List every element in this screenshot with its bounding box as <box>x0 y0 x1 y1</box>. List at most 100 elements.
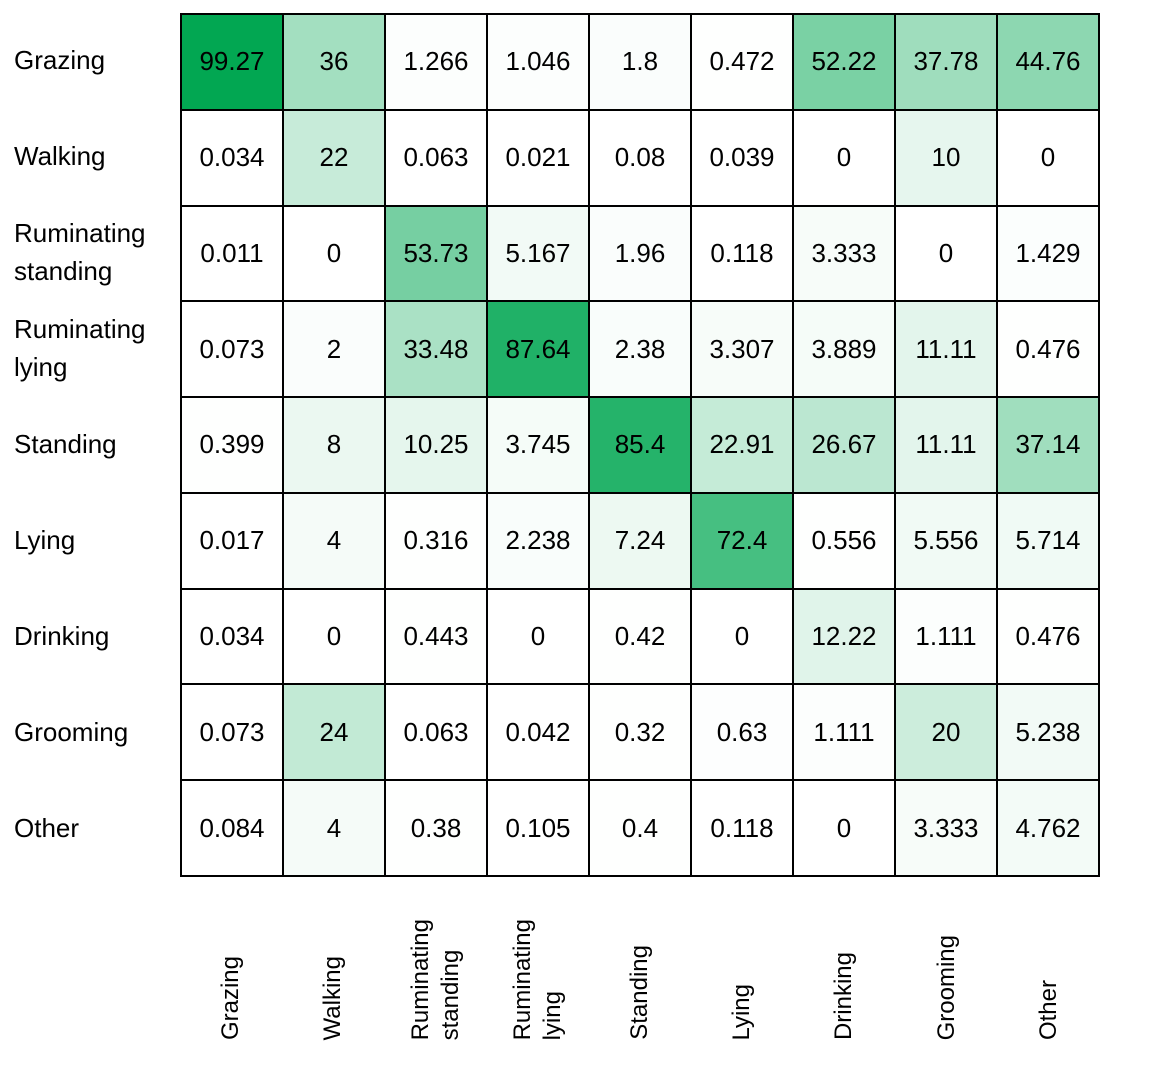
heatmap-cell: 0.034 <box>182 589 282 684</box>
cell-value: 11.11 <box>915 429 977 460</box>
cell-value: 5.238 <box>1015 716 1081 747</box>
cell-value: 11.11 <box>915 333 977 364</box>
cell-value: 3.333 <box>913 812 979 843</box>
heatmap-cell: 5.167 <box>488 206 588 301</box>
cell-value: 0 <box>836 812 852 843</box>
cell-value: 4.762 <box>1015 812 1081 843</box>
heatmap-cell: 12.22 <box>794 589 894 684</box>
cell-value: 0.073 <box>199 333 265 364</box>
heatmap-cell: 10 <box>896 110 996 205</box>
heatmap-cell: 0 <box>284 206 384 301</box>
heatmap-cell: 0.08 <box>590 110 690 205</box>
heatmap-cell: 0.039 <box>692 110 792 205</box>
heatmap-cell: 72.4 <box>692 493 792 588</box>
cell-value: 2.38 <box>614 333 666 364</box>
cell-value: 0.399 <box>199 429 265 460</box>
cell-value: 2.238 <box>505 525 571 556</box>
cell-value: 0.556 <box>811 525 877 556</box>
col-label-line: standing <box>436 949 464 1040</box>
heatmap-cell: 3.333 <box>896 781 996 875</box>
col-label-line: Ruminating <box>406 918 434 1040</box>
cell-value: 0.476 <box>1015 333 1081 364</box>
cell-value: 20 <box>931 716 961 747</box>
cell-value: 72.4 <box>716 525 768 556</box>
cell-value: 24 <box>319 716 349 747</box>
col-label-text: Ruminating lying <box>508 919 568 1040</box>
cell-value: 1.8 <box>621 46 659 77</box>
heatmap-cell: 22 <box>284 110 384 205</box>
heatmap-grid: 99.27 36 1.266 1.046 1.8 0.472 52.22 37.78 44.76… <box>180 13 1100 877</box>
heatmap-cell: 0.063 <box>386 685 486 780</box>
heatmap-cell: 0.118 <box>692 206 792 301</box>
heatmap-cell: 10.25 <box>386 398 486 492</box>
heatmap-cell: 7.24 <box>590 493 690 588</box>
heatmap-cell: 0 <box>794 781 894 875</box>
heatmap-cell: 11.11 <box>896 302 996 397</box>
heatmap-cell: 0.118 <box>692 781 792 875</box>
col-label-text: Other <box>1034 980 1064 1040</box>
cell-value: 3.889 <box>811 333 877 364</box>
col-label-line: Drinking <box>830 951 858 1040</box>
heatmap-cell: 0 <box>998 110 1098 205</box>
heatmap-cell: 3.745 <box>488 398 588 492</box>
cell-value: 36 <box>319 46 349 77</box>
cell-value: 12.22 <box>811 621 877 652</box>
heatmap-cell: 36 <box>284 15 384 109</box>
col-label-text: Ruminating standing <box>406 919 466 1040</box>
heatmap-cell: 3.333 <box>794 206 894 301</box>
heatmap-cell: 24 <box>284 685 384 780</box>
heatmap-cell: 26.67 <box>794 398 894 492</box>
col-label: Grooming <box>896 879 998 1040</box>
cell-value: 0.42 <box>614 621 666 652</box>
col-label: Grazing <box>180 879 282 1040</box>
heatmap-cell: 1.266 <box>386 15 486 109</box>
cell-value: 5.167 <box>505 237 571 268</box>
col-label: Drinking <box>793 879 895 1040</box>
heatmap-cell: 4 <box>284 781 384 875</box>
row-label: Walking <box>0 109 180 205</box>
heatmap-cell: 0 <box>896 206 996 301</box>
cell-value: 0 <box>938 237 954 268</box>
cell-value: 0.4 <box>621 812 659 843</box>
cell-value: 44.76 <box>1015 46 1081 77</box>
cell-value: 0 <box>1040 142 1056 173</box>
cell-value: 5.556 <box>913 525 979 556</box>
cell-value: 10.25 <box>403 429 469 460</box>
heatmap-cell: 0 <box>794 110 894 205</box>
cell-value: 1.429 <box>1015 237 1081 268</box>
cell-value: 0.63 <box>716 716 768 747</box>
heatmap-cell: 0.021 <box>488 110 588 205</box>
cell-value: 0.063 <box>403 142 469 173</box>
cell-value: 4 <box>326 812 342 843</box>
heatmap-cell: 5.238 <box>998 685 1098 780</box>
col-label-line: Ruminating <box>508 918 536 1040</box>
cell-value: 37.14 <box>1015 429 1081 460</box>
cell-value: 52.22 <box>811 46 877 77</box>
row-label: Grazing <box>0 13 180 109</box>
cell-value: 0 <box>530 621 546 652</box>
heatmap-cell: 0.443 <box>386 589 486 684</box>
heatmap-cell: 0 <box>284 589 384 684</box>
cell-value: 8 <box>326 429 342 460</box>
row-label: Grooming <box>0 685 180 781</box>
heatmap-cell: 1.96 <box>590 206 690 301</box>
heatmap-cell: 8 <box>284 398 384 492</box>
heatmap-cell: 1.111 <box>794 685 894 780</box>
cell-value: 0.316 <box>403 525 469 556</box>
cell-value: 22.91 <box>709 429 775 460</box>
heatmap-cell: 33.48 <box>386 302 486 397</box>
cell-value: 87.64 <box>505 333 571 364</box>
cell-value: 1.046 <box>505 46 571 77</box>
cell-value: 0.042 <box>505 716 571 747</box>
row-label: Drinking <box>0 589 180 685</box>
heatmap-cell: 2 <box>284 302 384 397</box>
heatmap-cell: 5.714 <box>998 493 1098 588</box>
cell-value: 1.111 <box>813 716 875 747</box>
heatmap-cell: 0.63 <box>692 685 792 780</box>
col-label-line: Walking <box>319 955 347 1040</box>
col-label: Lying <box>691 879 793 1040</box>
y-axis-labels: Grazing Walking Ruminating standing Ruminati… <box>0 13 180 877</box>
heatmap-cell: 0.42 <box>590 589 690 684</box>
cell-value: 0.011 <box>200 237 264 268</box>
